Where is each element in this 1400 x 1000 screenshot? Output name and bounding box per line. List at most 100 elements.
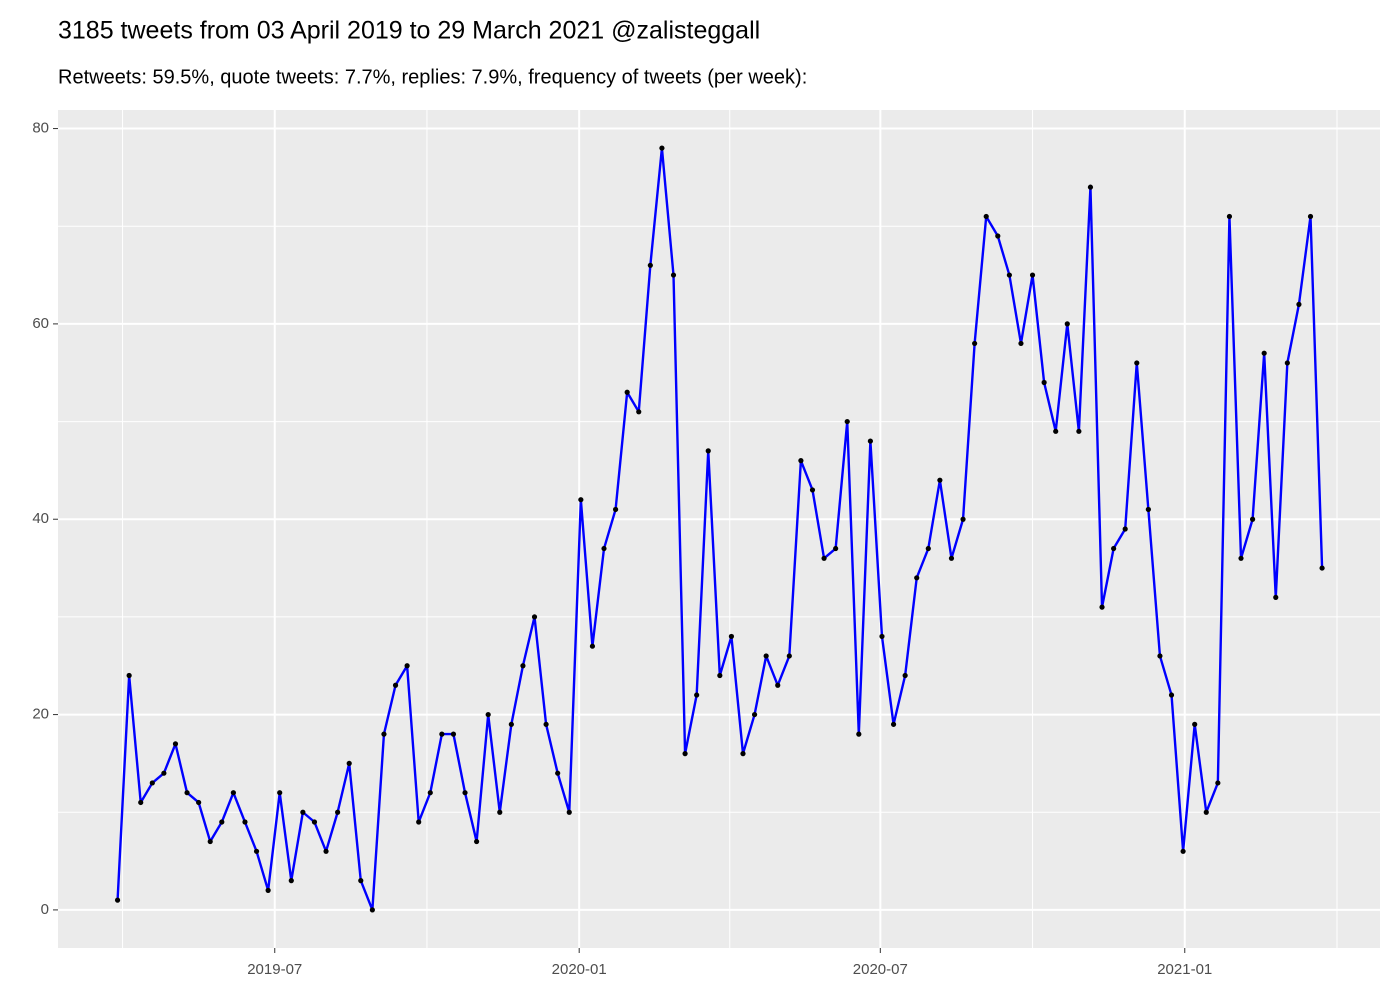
point: [531, 614, 538, 620]
point: [1261, 350, 1267, 356]
point: [833, 545, 839, 552]
point: [1122, 526, 1128, 532]
point: [311, 819, 318, 825]
point: [1307, 213, 1314, 220]
point: [184, 790, 190, 796]
point: [1249, 516, 1256, 522]
point: [948, 555, 955, 561]
point: [450, 731, 457, 737]
point: [1319, 565, 1325, 571]
point: [207, 838, 213, 845]
point: [786, 653, 792, 659]
point: [230, 790, 236, 796]
point: [960, 516, 966, 522]
point: [1006, 272, 1012, 278]
point: [902, 672, 908, 679]
point: [172, 741, 179, 747]
point: [196, 799, 202, 806]
point: [705, 448, 711, 454]
point: [775, 682, 781, 688]
point: [416, 819, 422, 825]
point: [1053, 428, 1059, 434]
point: [1192, 721, 1198, 727]
y-tick-label: 20: [32, 706, 49, 723]
point: [439, 731, 445, 737]
point: [335, 809, 341, 815]
point: [647, 262, 653, 268]
point: [1273, 594, 1279, 600]
y-tick-label: 40: [32, 510, 49, 527]
point: [612, 506, 619, 513]
x-tick-label: 2020-01: [552, 961, 607, 978]
point: [1180, 848, 1186, 854]
point: [1099, 604, 1105, 610]
point: [1284, 360, 1290, 366]
point: [624, 389, 630, 395]
point: [728, 633, 735, 640]
point: [508, 721, 514, 727]
point: [1087, 184, 1094, 190]
point: [717, 672, 723, 679]
point: [1111, 545, 1117, 552]
point: [369, 907, 375, 913]
x-tick-label: 2021-01: [1157, 961, 1212, 978]
point: [856, 731, 862, 737]
point: [972, 340, 978, 347]
point: [601, 545, 607, 552]
point: [925, 545, 931, 552]
point: [694, 692, 700, 698]
point: [253, 848, 260, 854]
point: [346, 760, 352, 767]
point: [138, 799, 144, 806]
point: [636, 409, 642, 415]
point: [462, 790, 468, 796]
x-tick-label: 2020-07: [853, 961, 908, 978]
point: [1238, 555, 1244, 561]
point: [1215, 780, 1221, 786]
point: [1041, 379, 1047, 386]
point: [763, 653, 769, 659]
point: [1296, 301, 1302, 307]
point: [1145, 506, 1151, 513]
point: [474, 838, 480, 845]
point: [867, 438, 873, 444]
point: [427, 790, 433, 796]
point: [265, 887, 271, 893]
point: [1226, 213, 1233, 220]
point: [288, 878, 294, 884]
point: [659, 145, 665, 151]
point: [1076, 428, 1082, 434]
point: [300, 809, 306, 815]
point: [358, 878, 364, 884]
point: [1064, 321, 1070, 327]
point: [381, 731, 387, 737]
point: [497, 809, 503, 815]
point: [126, 672, 132, 679]
y-tick-label: 0: [41, 901, 49, 918]
point: [149, 780, 155, 786]
point: [844, 418, 850, 425]
y-tick-label: 80: [32, 120, 49, 137]
point: [323, 848, 329, 854]
point: [1203, 809, 1209, 815]
x-tick-label: 2019-07: [247, 961, 302, 978]
chart-subtitle: Retweets: 59.5%, quote tweets: 7.7%, rep…: [58, 66, 807, 88]
point: [890, 721, 897, 727]
point: [1029, 272, 1036, 278]
point: [543, 721, 549, 727]
point: [161, 770, 167, 776]
point: [589, 643, 596, 649]
point: [520, 663, 526, 669]
point: [670, 272, 677, 278]
point: [1018, 340, 1024, 347]
point: [555, 770, 561, 776]
point: [879, 633, 885, 640]
point: [751, 711, 758, 718]
point: [1168, 692, 1175, 698]
point: [995, 233, 1001, 239]
point: [821, 555, 827, 561]
point: [914, 575, 920, 581]
point: [392, 682, 399, 688]
point: [798, 458, 804, 464]
